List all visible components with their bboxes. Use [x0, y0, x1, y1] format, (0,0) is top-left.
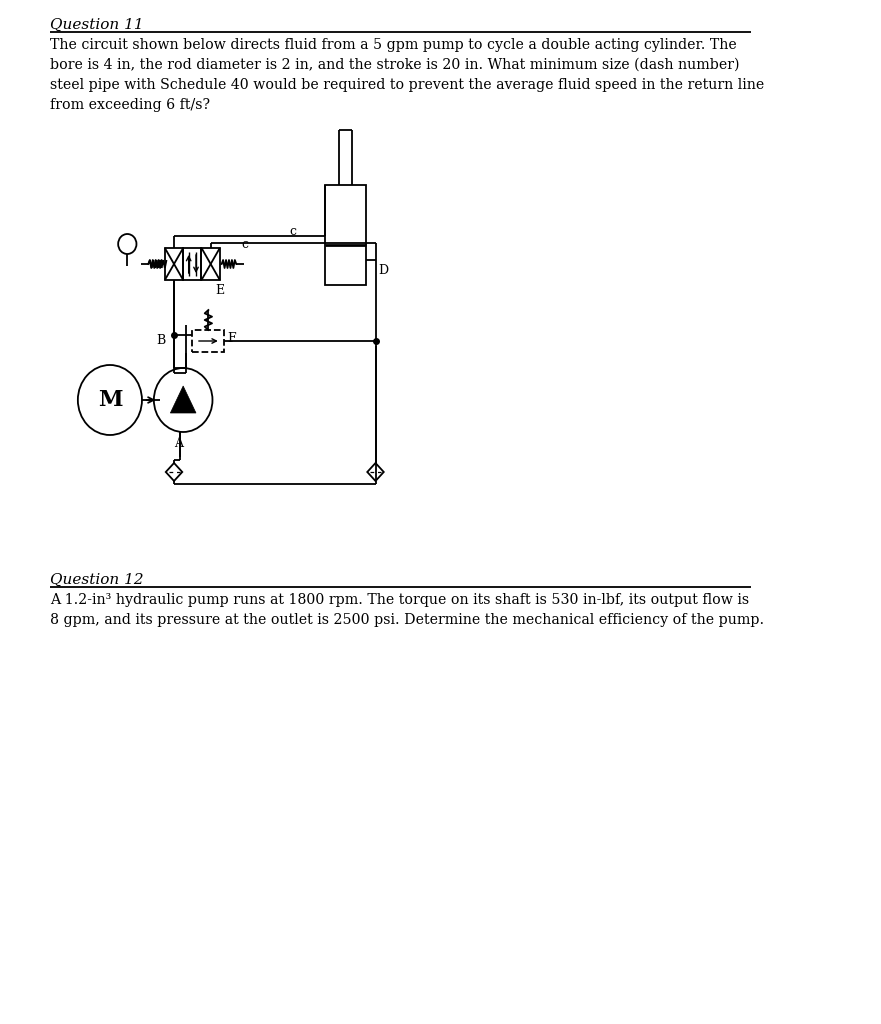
- Bar: [325, 185, 366, 285]
- Polygon shape: [170, 386, 196, 413]
- Text: c: c: [241, 238, 248, 251]
- Text: c: c: [290, 225, 297, 238]
- Text: The circuit shown below directs fluid from a 5 gpm pump to cycle a double acting: The circuit shown below directs fluid fr…: [50, 38, 765, 113]
- Text: A 1.2-in³ hydraulic pump runs at 1800 rpm. The torque on its shaft is 530 in-lbf: A 1.2-in³ hydraulic pump runs at 1800 rp…: [50, 593, 765, 627]
- Text: F: F: [227, 333, 236, 345]
- Text: Question 12: Question 12: [50, 573, 144, 587]
- Text: D: D: [378, 263, 389, 276]
- Text: B: B: [157, 334, 166, 346]
- Bar: [202, 248, 220, 280]
- Bar: [192, 330, 225, 352]
- Text: E: E: [215, 284, 225, 297]
- Text: Question 11: Question 11: [50, 18, 144, 32]
- Text: A: A: [174, 437, 183, 450]
- Bar: [165, 248, 183, 280]
- Text: M: M: [98, 389, 122, 411]
- Bar: [183, 248, 202, 280]
